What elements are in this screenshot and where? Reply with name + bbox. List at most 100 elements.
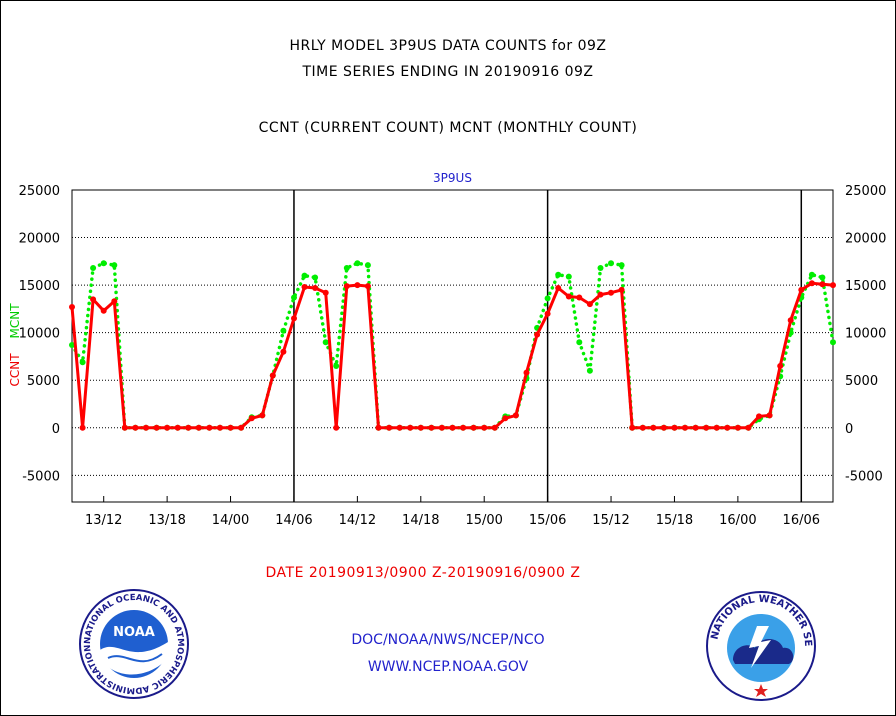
- data-point-ccnt: [375, 424, 382, 431]
- data-point-ccnt: [639, 424, 646, 431]
- data-point-ccnt: [830, 282, 836, 289]
- data-point-ccnt: [132, 424, 139, 431]
- x-tick-label: 16/00: [719, 513, 756, 528]
- data-point-ccnt: [734, 424, 741, 431]
- data-point-mcnt: [544, 295, 551, 302]
- data-point-ccnt: [629, 424, 636, 431]
- data-point-mcnt: [586, 367, 593, 374]
- data-point-ccnt: [69, 304, 75, 310]
- data-point-ccnt: [354, 282, 361, 289]
- data-point-ccnt: [808, 280, 815, 287]
- data-point-ccnt: [301, 284, 308, 290]
- data-point-ccnt: [322, 289, 329, 296]
- noaa-logo: NATIONAL OCEANIC AND ATMOSPHERIC ADMINIS…: [78, 588, 189, 699]
- data-point-mcnt: [111, 262, 118, 269]
- website-line: WWW.NCEP.NOAA.GOV: [367, 659, 529, 675]
- data-point-ccnt: [428, 424, 435, 431]
- data-point-ccnt: [819, 281, 826, 288]
- chart-title-line3: CCNT (CURRENT COUNT) MCNT (MONTHLY COUNT…: [258, 120, 638, 136]
- y-tick-label-right: 0: [845, 422, 853, 437]
- data-point-ccnt: [227, 424, 234, 431]
- data-point-mcnt: [354, 260, 361, 267]
- data-point-ccnt: [692, 424, 699, 431]
- data-point-mcnt: [301, 272, 308, 279]
- data-point-mcnt: [291, 294, 297, 301]
- x-tick-label: 15/00: [465, 513, 502, 528]
- data-point-mcnt: [830, 339, 836, 346]
- data-point-mcnt: [808, 271, 815, 278]
- noaa-logo-text: NOAA: [113, 625, 155, 640]
- data-point-ccnt: [333, 424, 340, 431]
- y-tick-label-right: 15000: [845, 279, 886, 294]
- x-tick-label: 15/18: [656, 513, 693, 528]
- data-point-ccnt: [481, 424, 488, 431]
- data-point-ccnt: [259, 412, 266, 419]
- data-point-ccnt: [597, 291, 604, 298]
- data-point-ccnt: [291, 315, 297, 322]
- x-tick-label: 13/18: [148, 513, 185, 528]
- data-point-mcnt: [555, 271, 562, 278]
- data-point-ccnt: [523, 369, 530, 376]
- data-point-mcnt: [100, 260, 107, 267]
- y-tick-label-right: 25000: [845, 184, 886, 199]
- data-point-ccnt: [312, 285, 319, 291]
- data-point-ccnt: [745, 424, 752, 431]
- data-point-mcnt: [343, 265, 350, 271]
- y-tick-label-left: 15000: [19, 279, 60, 294]
- plot-area: [71, 189, 834, 503]
- nws-logo: NATIONAL WEATHER SERVICE: [705, 590, 816, 701]
- data-point-mcnt: [597, 265, 604, 271]
- x-tick-label: 14/06: [275, 513, 312, 528]
- data-point-ccnt: [153, 424, 160, 431]
- data-point-ccnt: [396, 424, 403, 431]
- data-point-ccnt: [195, 424, 202, 431]
- data-point-ccnt: [407, 424, 414, 431]
- data-point-ccnt: [703, 424, 710, 431]
- y-tick-label-left: 10000: [19, 327, 60, 342]
- org-line: DOC/NOAA/NWS/NCEP/NCO: [351, 632, 545, 648]
- data-point-ccnt: [364, 283, 371, 290]
- data-point-ccnt: [269, 372, 276, 379]
- data-point-ccnt: [682, 424, 688, 431]
- y-axis-label-ccnt: CCNT: [8, 353, 22, 387]
- data-point-ccnt: [343, 283, 350, 290]
- data-point-ccnt: [164, 424, 171, 431]
- x-tick-label: 14/00: [212, 513, 249, 528]
- data-point-ccnt: [650, 424, 657, 431]
- time-series-chart: 25000 25000 20000 20000 15000 15000 10000 10000…: [8, 171, 886, 528]
- x-tick-label: 14/12: [339, 513, 376, 528]
- y-tick-label-left: 0: [52, 422, 60, 437]
- data-point-ccnt: [417, 424, 424, 431]
- data-point-mcnt: [69, 342, 75, 348]
- x-tick-label: 15/06: [529, 513, 566, 528]
- data-point-mcnt: [280, 327, 287, 334]
- data-point-mcnt: [364, 262, 371, 269]
- data-point-ccnt: [280, 348, 287, 355]
- data-point-ccnt: [174, 424, 181, 431]
- y-tick-label-right: 10000: [845, 327, 886, 342]
- data-point-ccnt: [438, 424, 445, 431]
- chart-title-line1: HRLY MODEL 3P9US DATA COUNTS for 09Z: [289, 38, 607, 54]
- data-point-mcnt: [79, 359, 86, 366]
- data-point-ccnt: [608, 289, 614, 296]
- data-point-ccnt: [576, 294, 583, 301]
- y-tick-label-left: -5000: [22, 469, 60, 484]
- x-tick-label: 15/12: [592, 513, 629, 528]
- data-point-ccnt: [206, 424, 213, 431]
- data-point-ccnt: [248, 415, 255, 422]
- y-tick-label-left: 25000: [19, 184, 60, 199]
- data-point-ccnt: [713, 424, 720, 431]
- data-point-ccnt: [766, 412, 773, 419]
- data-point-ccnt: [491, 424, 498, 431]
- x-tick-label: 14/18: [402, 513, 439, 528]
- data-point-ccnt: [555, 285, 562, 291]
- data-point-ccnt: [512, 412, 519, 419]
- data-point-ccnt: [217, 424, 223, 431]
- chart-series-title: 3P9US: [433, 171, 472, 185]
- y-tick-label-left: 5000: [27, 374, 60, 389]
- data-point-ccnt: [470, 424, 477, 431]
- data-point-ccnt: [565, 293, 572, 300]
- data-point-ccnt: [660, 424, 667, 431]
- data-point-ccnt: [90, 296, 97, 303]
- x-tick-label: 13/12: [85, 513, 122, 528]
